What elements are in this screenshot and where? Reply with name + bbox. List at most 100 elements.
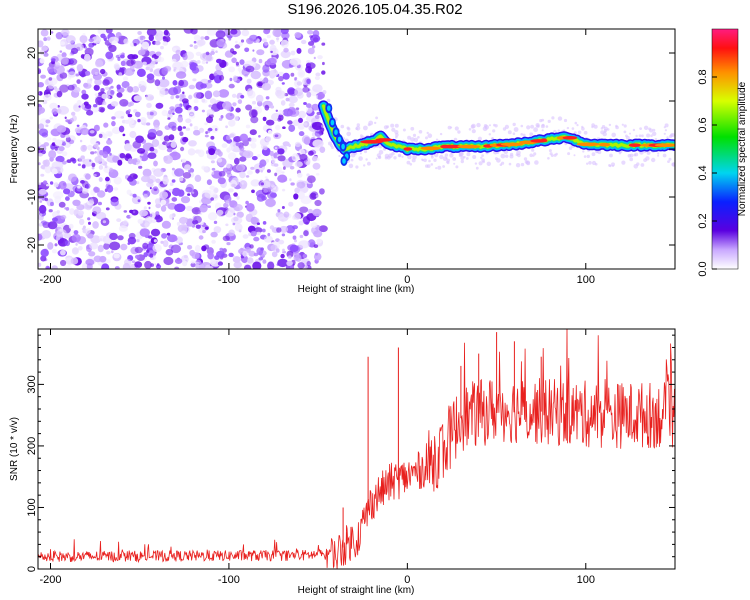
noise-blob (182, 126, 186, 129)
noise-blob (229, 133, 235, 138)
noise-blob (205, 51, 210, 56)
noise-blob (127, 176, 134, 182)
noise-blob (215, 30, 226, 39)
track-halo (463, 155, 466, 159)
noise-blob (287, 108, 300, 117)
noise-blob (239, 146, 245, 151)
noise-blob (177, 116, 183, 123)
track-halo (663, 132, 666, 135)
noise-blob (65, 196, 70, 201)
noise-blob (278, 239, 285, 245)
track-halo (478, 161, 483, 166)
noise-blob (276, 37, 280, 41)
track-halo (609, 153, 613, 158)
track-halo (427, 133, 433, 138)
noise-blob (282, 188, 286, 192)
noise-blob (111, 120, 116, 127)
track-halo (428, 159, 431, 163)
noise-blob (195, 224, 201, 229)
noise-blob (275, 124, 281, 131)
noise-blob (173, 86, 182, 95)
track-halo (340, 124, 345, 129)
noise-blob (70, 47, 79, 55)
noise-blob (322, 61, 325, 66)
colorbar-tick-label: 0.2 (697, 213, 709, 228)
noise-blob (206, 116, 213, 124)
noise-blob (221, 143, 228, 148)
noise-blob (145, 94, 155, 101)
noise-blob (73, 248, 79, 253)
noise-blob (277, 258, 289, 268)
noise-blob (133, 109, 138, 113)
noise-blob (201, 59, 206, 65)
noise-blob (263, 29, 270, 35)
noise-blob (313, 37, 319, 42)
noise-blob (307, 208, 313, 214)
noise-blob (155, 211, 160, 216)
noise-blob (81, 89, 87, 95)
noise-blob (282, 141, 290, 147)
track-peak (420, 146, 441, 151)
noise-blob (142, 61, 147, 65)
noise-blob (91, 166, 95, 170)
noise-blob (249, 129, 257, 136)
track-halo (636, 162, 640, 166)
track-halo (377, 155, 382, 160)
signal-track (318, 90, 675, 170)
noise-blob (55, 32, 63, 40)
track-halo (482, 160, 485, 164)
noise-blob (288, 124, 296, 132)
noise-blob (277, 109, 284, 116)
noise-blob (154, 263, 157, 266)
noise-blob (47, 66, 55, 73)
noise-blob (266, 34, 271, 39)
noise-blob (218, 89, 230, 98)
track-halo (466, 152, 471, 157)
track-halo (343, 137, 345, 140)
noise-blob (222, 235, 230, 242)
noise-blob (181, 94, 185, 98)
noise-blob (44, 165, 52, 174)
noise-blob (43, 52, 49, 57)
noise-blob (143, 193, 148, 199)
track-halo (412, 133, 417, 137)
noise-blob (246, 170, 253, 175)
track-halo (664, 123, 669, 128)
track-halo (356, 123, 360, 127)
noise-blob (306, 103, 312, 108)
noise-blob (76, 124, 80, 128)
noise-blob (76, 64, 84, 72)
noise-blob (185, 218, 195, 227)
noise-blob (223, 194, 232, 204)
noise-blob (244, 264, 252, 269)
noise-blob (256, 247, 264, 256)
track-halo (394, 123, 399, 128)
noise-blob (143, 252, 148, 258)
noise-blob (265, 198, 276, 207)
noise-blob (58, 201, 66, 208)
noise-blob (190, 262, 196, 268)
noise-blob (180, 196, 191, 204)
track-peak (403, 147, 413, 151)
track-halo (489, 124, 491, 127)
track-halo (395, 133, 399, 137)
track-peak (598, 142, 611, 147)
noise-blob (185, 127, 191, 131)
noise-blob (98, 238, 103, 242)
noise-blob (210, 197, 214, 201)
noise-blob (124, 258, 132, 266)
noise-blob (194, 244, 201, 253)
noise-blob (162, 240, 169, 248)
noise-blob (103, 37, 107, 42)
noise-blob (65, 207, 70, 211)
noise-blob (139, 209, 149, 217)
noise-blob (193, 129, 201, 136)
noise-blob (200, 221, 204, 226)
noise-blob (97, 29, 106, 35)
track-halo (530, 124, 534, 129)
noise-blob (137, 49, 146, 56)
noise-blob (269, 39, 275, 45)
noise-blob (40, 74, 46, 79)
noise-blob (236, 195, 240, 200)
noise-blob (241, 182, 244, 185)
